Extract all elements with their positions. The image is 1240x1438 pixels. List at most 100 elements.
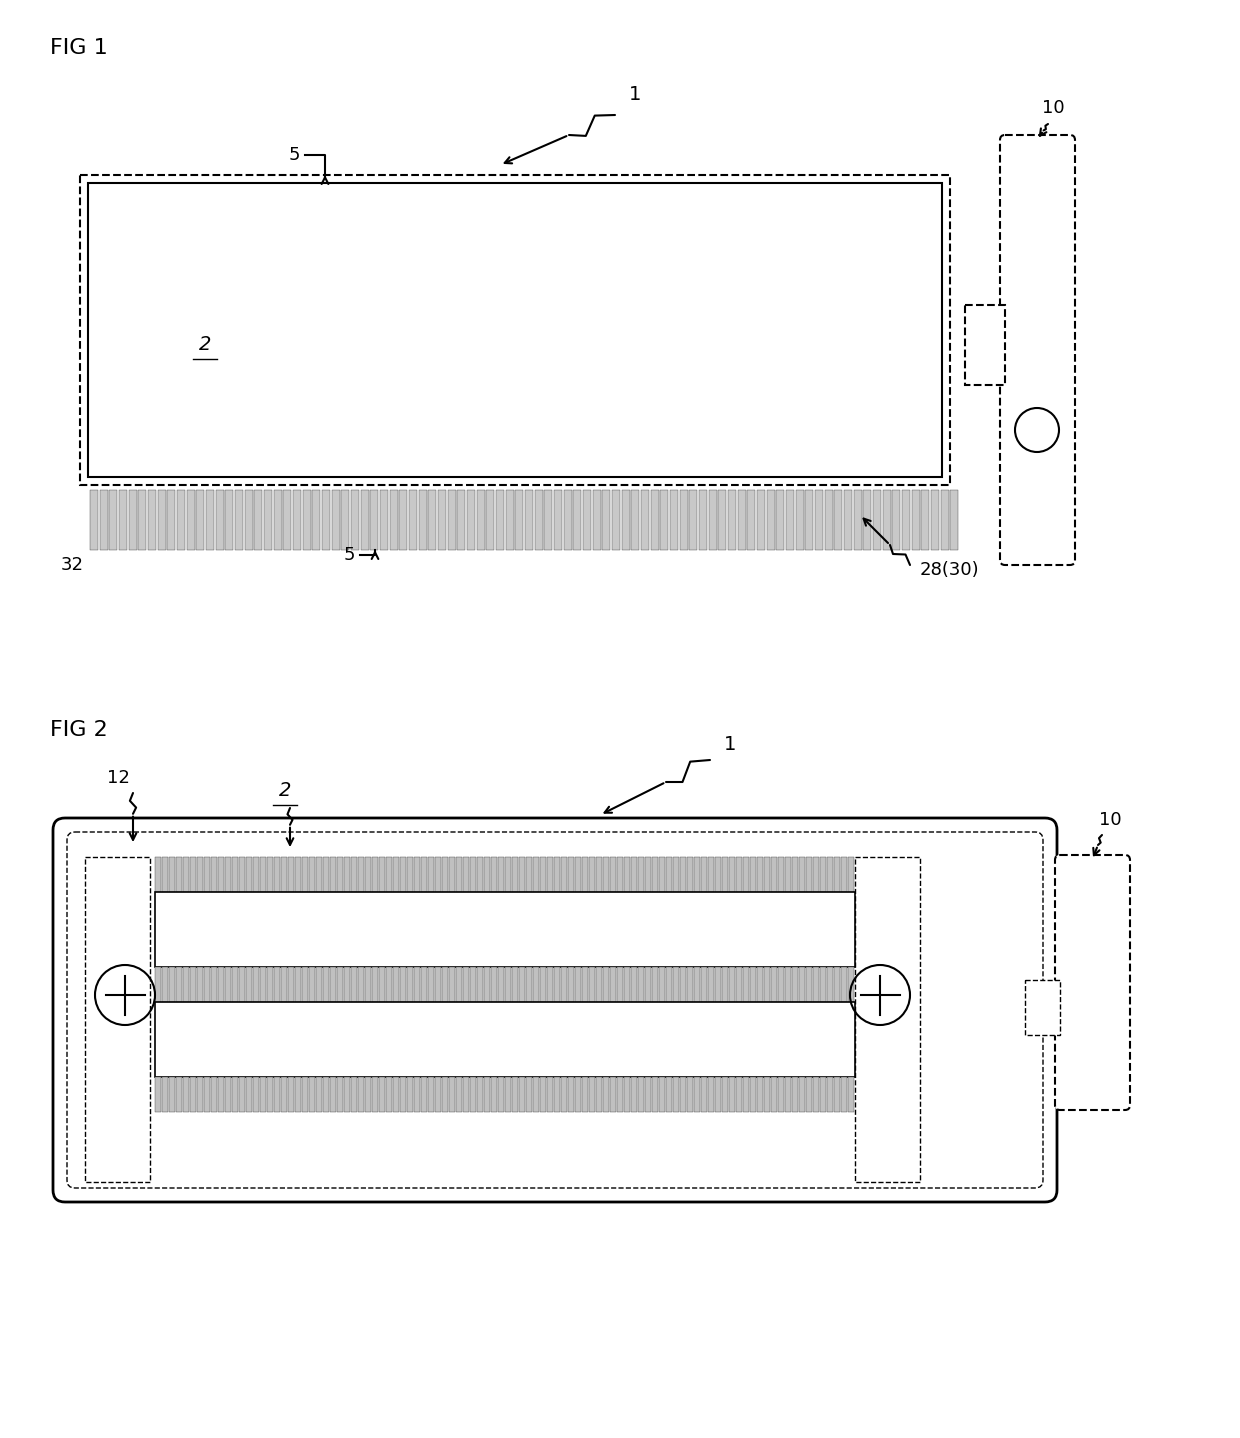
Bar xyxy=(806,857,812,892)
Bar xyxy=(496,490,503,549)
Bar xyxy=(177,490,185,549)
Bar xyxy=(728,490,735,549)
Bar xyxy=(786,490,794,549)
Bar xyxy=(407,1077,413,1112)
Bar xyxy=(680,1077,686,1112)
Bar xyxy=(568,966,574,1002)
Bar xyxy=(358,857,363,892)
Bar xyxy=(911,490,920,549)
Bar xyxy=(260,966,265,1002)
Bar xyxy=(477,966,482,1002)
Bar xyxy=(428,1077,434,1112)
Bar xyxy=(764,966,770,1002)
Bar xyxy=(81,175,950,485)
Bar xyxy=(520,966,525,1002)
Bar xyxy=(246,1077,252,1112)
Bar xyxy=(701,857,707,892)
Bar xyxy=(610,857,616,892)
Bar xyxy=(729,966,735,1002)
Bar xyxy=(274,857,280,892)
Bar xyxy=(835,857,839,892)
Bar xyxy=(372,1077,378,1112)
Bar xyxy=(232,1077,238,1112)
Bar xyxy=(343,857,350,892)
Bar xyxy=(239,966,244,1002)
Bar xyxy=(520,1077,525,1112)
Bar xyxy=(645,857,651,892)
Bar xyxy=(288,857,294,892)
Bar xyxy=(841,857,847,892)
Bar xyxy=(211,1077,217,1112)
Bar xyxy=(435,966,440,1002)
Bar xyxy=(921,490,929,549)
Bar xyxy=(582,1077,588,1112)
Bar xyxy=(756,490,765,549)
Bar xyxy=(639,857,644,892)
Bar xyxy=(813,857,818,892)
Bar xyxy=(463,966,469,1002)
Bar xyxy=(568,857,574,892)
Bar xyxy=(312,490,320,549)
Bar xyxy=(169,966,175,1002)
Bar xyxy=(554,857,559,892)
Bar xyxy=(365,966,371,1002)
Bar xyxy=(575,966,580,1002)
Bar xyxy=(520,857,525,892)
Bar xyxy=(244,490,253,549)
Bar xyxy=(883,490,890,549)
Bar xyxy=(750,966,755,1002)
Bar xyxy=(322,966,329,1002)
Bar xyxy=(722,966,728,1002)
Bar xyxy=(365,857,371,892)
Bar xyxy=(813,966,818,1002)
Bar xyxy=(211,857,217,892)
Bar xyxy=(589,857,595,892)
Bar xyxy=(414,1077,419,1112)
Bar xyxy=(743,1077,749,1112)
Bar xyxy=(603,966,609,1002)
Bar xyxy=(743,966,749,1002)
Bar xyxy=(950,490,959,549)
Bar xyxy=(309,857,315,892)
Bar xyxy=(575,1077,580,1112)
Bar xyxy=(211,966,217,1002)
Bar xyxy=(148,490,156,549)
Text: 12: 12 xyxy=(107,769,129,787)
Bar xyxy=(379,857,384,892)
Bar xyxy=(766,490,775,549)
Bar xyxy=(303,490,310,549)
Bar xyxy=(316,966,321,1002)
Bar xyxy=(372,966,378,1002)
Bar xyxy=(491,1077,497,1112)
Bar xyxy=(197,857,203,892)
Bar xyxy=(393,1077,399,1112)
Bar xyxy=(206,490,215,549)
Bar xyxy=(484,966,490,1002)
Bar xyxy=(596,1077,601,1112)
Bar xyxy=(694,1077,699,1112)
Bar xyxy=(428,490,436,549)
Bar xyxy=(267,966,273,1002)
Bar xyxy=(470,1077,476,1112)
Bar xyxy=(449,1077,455,1112)
Bar xyxy=(792,1077,797,1112)
Bar xyxy=(603,857,609,892)
Bar xyxy=(491,857,497,892)
Bar xyxy=(184,857,188,892)
Bar xyxy=(631,490,640,549)
Bar xyxy=(687,1077,693,1112)
Bar xyxy=(331,490,340,549)
Bar xyxy=(441,1077,448,1112)
Bar xyxy=(393,857,399,892)
Bar xyxy=(666,966,672,1002)
Bar xyxy=(512,857,518,892)
Bar xyxy=(428,966,434,1002)
Bar xyxy=(694,966,699,1002)
Bar xyxy=(848,966,853,1002)
Bar xyxy=(435,1077,440,1112)
Bar xyxy=(699,490,707,549)
Bar xyxy=(246,857,252,892)
Bar xyxy=(441,966,448,1002)
Bar xyxy=(288,1077,294,1112)
Bar xyxy=(799,966,805,1002)
